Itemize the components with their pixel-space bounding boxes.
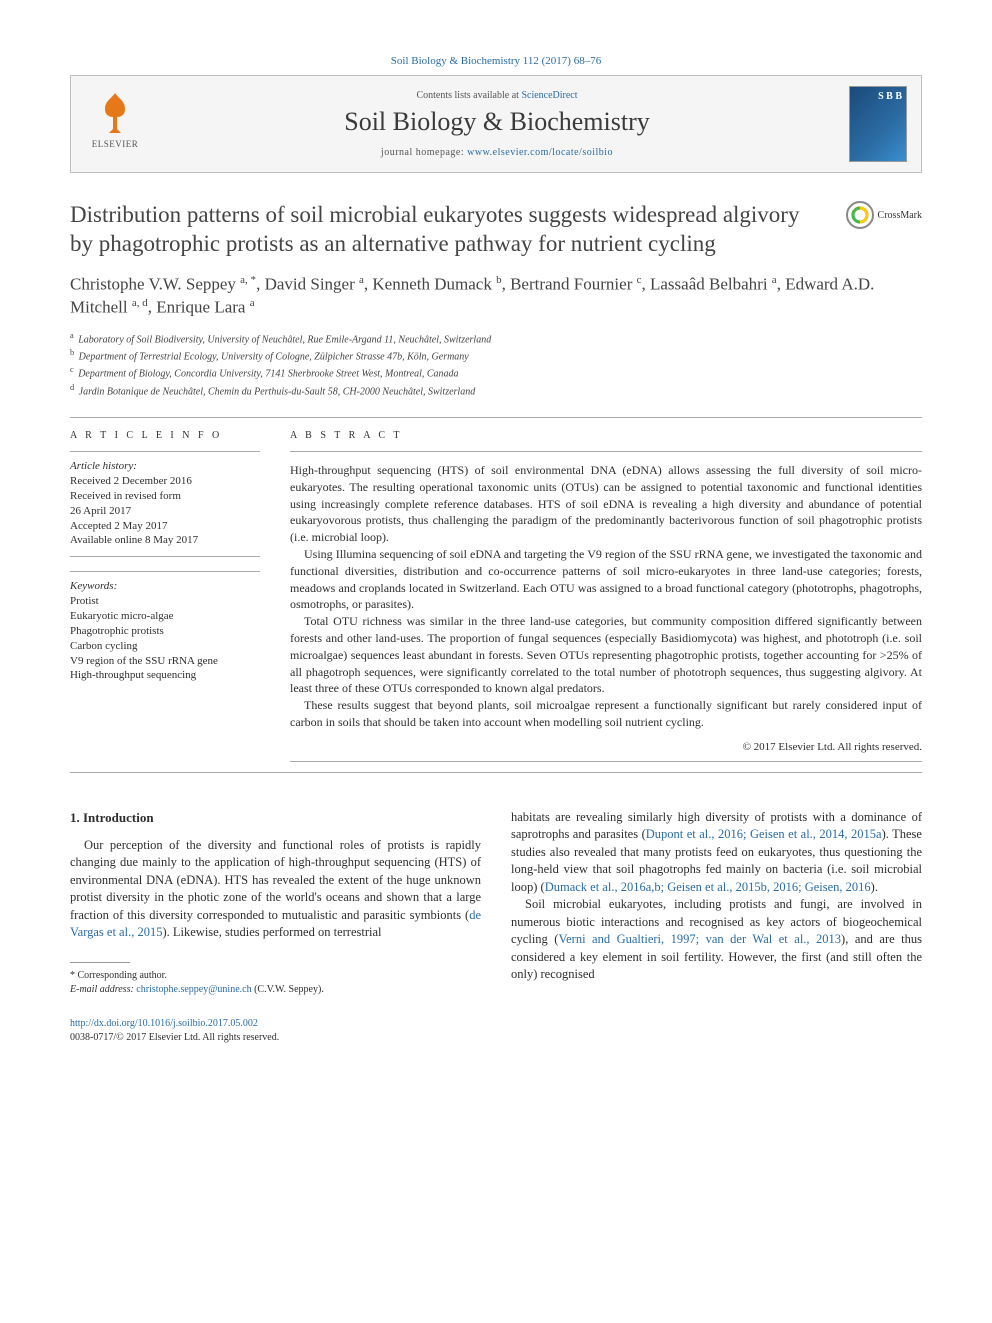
keyword: Phagotrophic protists <box>70 624 260 639</box>
article-info-label: A R T I C L E I N F O <box>70 430 260 441</box>
doi-link[interactable]: http://dx.doi.org/10.1016/j.soilbio.2017… <box>70 1018 258 1029</box>
crossmark-widget[interactable]: CrossMark <box>846 201 922 229</box>
issn-copyright: 0038-0717/© 2017 Elsevier Ltd. All right… <box>70 1031 922 1045</box>
homepage-line: journal homepage: www.elsevier.com/locat… <box>145 147 849 158</box>
footnotes: * Corresponding author. E-mail address: … <box>70 969 481 997</box>
crossmark-icon <box>846 201 874 229</box>
author-list: Christophe V.W. Seppey a, *, David Singe… <box>70 273 922 320</box>
banner-center: Contents lists available at ScienceDirec… <box>145 90 849 158</box>
body-paragraph: Our perception of the diversity and func… <box>70 837 481 942</box>
page-container: Soil Biology & Biochemistry 112 (2017) 6… <box>0 0 992 1085</box>
body-paragraph: habitats are revealing similarly high di… <box>511 809 922 897</box>
keywords-block: Keywords: ProtistEukaryotic micro-algaeP… <box>70 571 260 683</box>
divider <box>290 761 922 762</box>
keyword: High-throughput sequencing <box>70 668 260 683</box>
affiliation-line: c Department of Biology, Concordia Unive… <box>70 364 922 381</box>
article-history-block: Article history: Received 2 December 201… <box>70 451 260 557</box>
keyword: Protist <box>70 594 260 609</box>
email-who: (C.V.W. Seppey). <box>252 984 324 995</box>
email-line: E-mail address: christophe.seppey@unine.… <box>70 983 481 997</box>
abstract-paragraph: Total OTU richness was similar in the th… <box>290 613 922 697</box>
affiliation-line: d Jardin Botanique de Neuchâtel, Chemin … <box>70 382 922 399</box>
journal-homepage-link[interactable]: www.elsevier.com/locate/soilbio <box>467 147 613 158</box>
left-column: 1. Introduction Our perception of the di… <box>70 809 481 997</box>
contents-line: Contents lists available at ScienceDirec… <box>145 90 849 101</box>
body-text: Our perception of the diversity and func… <box>70 838 481 922</box>
history-label: Article history: <box>70 460 260 472</box>
sciencedirect-link[interactable]: ScienceDirect <box>521 90 577 101</box>
homepage-prefix: journal homepage: <box>381 147 467 158</box>
elsevier-tree-icon <box>91 89 139 137</box>
citation-link[interactable]: Dupont et al., 2016; Geisen et al., 2014… <box>646 827 882 841</box>
right-column: habitats are revealing similarly high di… <box>511 809 922 997</box>
contents-prefix: Contents lists available at <box>416 90 521 101</box>
divider <box>70 772 922 773</box>
affiliation-line: a Laboratory of Soil Biodiversity, Unive… <box>70 330 922 347</box>
history-line: Received in revised form <box>70 489 260 504</box>
publisher-name: ELSEVIER <box>92 139 139 149</box>
keyword: Carbon cycling <box>70 639 260 654</box>
article-title: Distribution patterns of soil microbial … <box>70 201 846 259</box>
history-line: Accepted 2 May 2017 <box>70 519 260 534</box>
citation-header: Soil Biology & Biochemistry 112 (2017) 6… <box>70 55 922 67</box>
intro-heading: 1. Introduction <box>70 809 481 827</box>
info-abstract-row: A R T I C L E I N F O Article history: R… <box>70 430 922 762</box>
footer-meta: http://dx.doi.org/10.1016/j.soilbio.2017… <box>70 1017 922 1045</box>
citation-link[interactable]: Dumack et al., 2016a,b; Geisen et al., 2… <box>545 880 871 894</box>
body-text: ). Likewise, studies performed on terres… <box>162 925 381 939</box>
title-row: Distribution patterns of soil microbial … <box>70 201 922 259</box>
abstract-paragraph: High-throughput sequencing (HTS) of soil… <box>290 462 922 546</box>
affiliations: a Laboratory of Soil Biodiversity, Unive… <box>70 330 922 399</box>
journal-name: Soil Biology & Biochemistry <box>145 107 849 137</box>
corresponding-email-link[interactable]: christophe.seppey@unine.ch <box>136 984 251 995</box>
abstract-copyright: © 2017 Elsevier Ltd. All rights reserved… <box>290 741 922 753</box>
citation-link[interactable]: Verni and Gualtieri, 1997; van der Wal e… <box>558 932 841 946</box>
abstract-column: A B S T R A C T High-throughput sequenci… <box>290 430 922 762</box>
crossmark-label: CrossMark <box>878 210 922 221</box>
affiliation-line: b Department of Terrestrial Ecology, Uni… <box>70 347 922 364</box>
abstract-paragraph: These results suggest that beyond plants… <box>290 697 922 731</box>
journal-banner: ELSEVIER Contents lists available at Sci… <box>70 75 922 173</box>
body-text: ). <box>871 880 878 894</box>
elsevier-logo[interactable]: ELSEVIER <box>85 89 145 159</box>
abstract-label: A B S T R A C T <box>290 430 922 441</box>
email-label: E-mail address: <box>70 984 136 995</box>
abstract-paragraph: Using Illumina sequencing of soil eDNA a… <box>290 546 922 613</box>
body-paragraph: Soil microbial eukaryotes, including pro… <box>511 896 922 984</box>
journal-cover-thumbnail[interactable] <box>849 86 907 162</box>
corresponding-author-note: * Corresponding author. <box>70 969 481 983</box>
article-info-column: A R T I C L E I N F O Article history: R… <box>70 430 260 762</box>
history-line: Available online 8 May 2017 <box>70 533 260 548</box>
divider <box>70 417 922 418</box>
keywords-label: Keywords: <box>70 580 260 592</box>
keyword: Eukaryotic micro-algae <box>70 609 260 624</box>
history-line: Received 2 December 2016 <box>70 474 260 489</box>
footnote-separator <box>70 962 130 963</box>
history-line: 26 April 2017 <box>70 504 260 519</box>
body-columns: 1. Introduction Our perception of the di… <box>70 809 922 997</box>
abstract-body: High-throughput sequencing (HTS) of soil… <box>290 451 922 731</box>
keyword: V9 region of the SSU rRNA gene <box>70 654 260 669</box>
